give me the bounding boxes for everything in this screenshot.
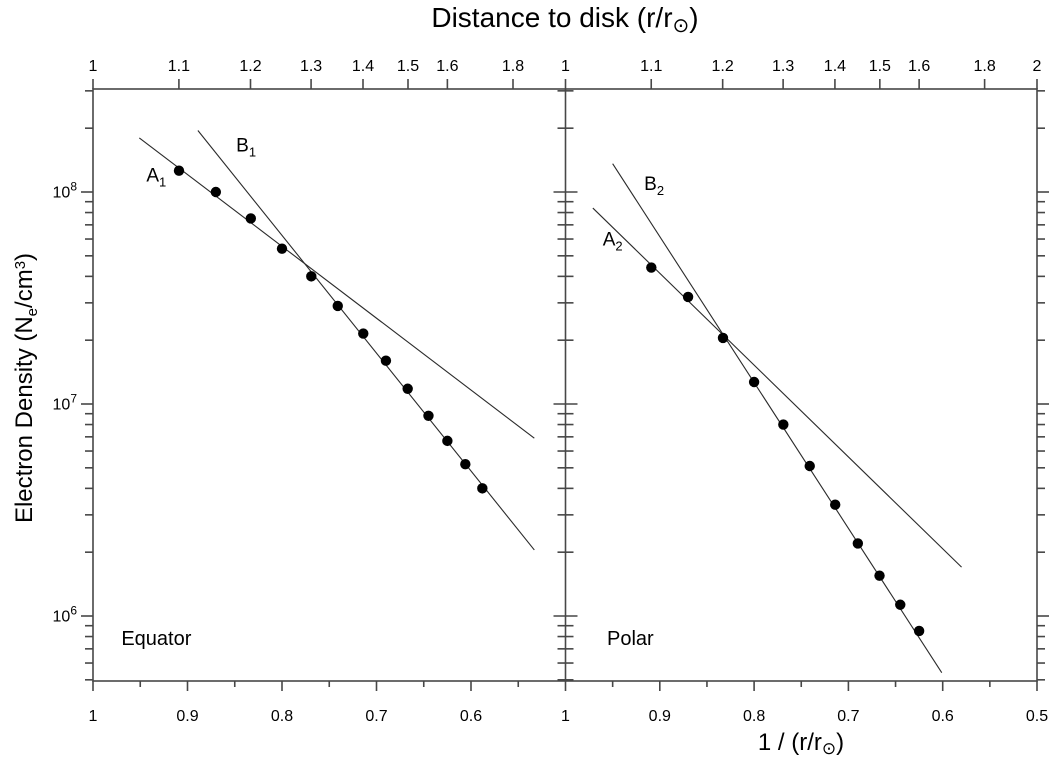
fit-line-B1 xyxy=(197,130,535,551)
data-point-equator xyxy=(442,435,453,447)
top-tick-label: 1.2 xyxy=(712,58,734,75)
data-point-equator xyxy=(276,243,288,254)
x-tick-label: 0.6 xyxy=(932,708,954,725)
data-point-polar xyxy=(646,262,657,273)
sun-symbol-icon: ⊙ xyxy=(672,15,690,37)
data-point-polar xyxy=(717,332,729,344)
panel-label-equator: Equator xyxy=(121,628,191,650)
x-tick-label: 0.5 xyxy=(1026,708,1048,725)
x-tick-label: 0.9 xyxy=(176,708,198,725)
x-tick-label: 1 xyxy=(561,708,570,725)
y-tick-label: 108 xyxy=(53,180,78,202)
x-tick-label: 0.7 xyxy=(837,708,859,725)
data-point-equator xyxy=(402,383,413,394)
data-point-equator xyxy=(332,300,343,312)
top-tick-label: 1.8 xyxy=(973,58,995,75)
data-point-polar xyxy=(748,376,760,388)
fit-line-A2 xyxy=(592,207,962,568)
top-tick-label: 1.4 xyxy=(352,58,374,75)
data-point-polar xyxy=(874,570,885,581)
y-axis-label-close: ) xyxy=(11,252,38,261)
y-axis-label-sub: e xyxy=(24,307,41,317)
fit-line-B2 xyxy=(612,163,943,674)
top-tick-label: 1.4 xyxy=(824,58,846,75)
x-tick-label: 1 xyxy=(89,708,98,725)
data-point-polar xyxy=(804,460,815,472)
top-tick-label: 1.6 xyxy=(436,58,458,75)
data-point-equator xyxy=(358,328,369,339)
data-point-equator xyxy=(477,483,488,494)
top-tick-label: 1 xyxy=(561,58,570,75)
line-label-A1: A1 xyxy=(146,166,166,190)
top-axis-title-text: Distance to disk (r/r xyxy=(431,2,673,33)
x-tick-label: 0.9 xyxy=(649,708,671,725)
top-tick-label: 1.8 xyxy=(502,58,524,75)
data-point-equator xyxy=(245,213,257,224)
y-axis-label-sup: 3 xyxy=(12,260,29,270)
panel-label-polar: Polar xyxy=(607,628,654,650)
data-point-equator xyxy=(423,410,434,421)
top-axis-title: Distance to disk (r/r⊙) xyxy=(93,2,1037,38)
top-tick-label: 1 xyxy=(89,58,98,75)
top-tick-label: 2 xyxy=(1033,58,1042,75)
data-point-polar xyxy=(913,625,925,637)
x-axis-label-close: ) xyxy=(836,729,845,756)
data-point-equator xyxy=(380,355,392,366)
line-label-B2: B2 xyxy=(644,174,664,198)
y-axis-label-text: Electron Density (N xyxy=(11,316,38,524)
top-tick-label: 1.2 xyxy=(239,58,261,75)
y-tick-label: 106 xyxy=(53,604,78,626)
y-tick-label: 107 xyxy=(53,392,78,414)
top-tick-label: 1.5 xyxy=(397,58,419,75)
data-point-equator xyxy=(210,186,222,198)
sun-symbol-icon: ⊙ xyxy=(821,739,837,758)
data-point-polar xyxy=(682,291,694,303)
fit-line-A1 xyxy=(138,137,535,439)
y-axis-label: Electron Density (Ne/cm3) xyxy=(11,253,41,523)
x-tick-label: 0.7 xyxy=(365,708,387,725)
top-tick-label: 1.1 xyxy=(640,58,662,75)
line-label-A2: A2 xyxy=(603,229,623,253)
top-tick-label: 1.3 xyxy=(300,58,322,75)
data-point-equator xyxy=(173,165,185,176)
x-tick-label: 0.8 xyxy=(271,708,293,725)
data-point-polar xyxy=(852,538,864,549)
top-tick-label: 1.1 xyxy=(168,58,190,75)
y-axis-label-mid: /cm xyxy=(11,269,38,308)
data-point-polar xyxy=(895,599,906,610)
x-axis-label-text: 1 / (r/r xyxy=(757,729,822,756)
top-tick-label: 1.5 xyxy=(869,58,891,75)
x-tick-label: 0.6 xyxy=(460,708,482,725)
data-point-equator xyxy=(306,271,317,282)
line-label-B1: B1 xyxy=(236,136,256,160)
x-axis-label: 1 / (r/r⊙) xyxy=(565,729,1037,759)
top-tick-label: 1.3 xyxy=(772,58,794,75)
data-point-polar xyxy=(778,419,789,430)
data-point-polar xyxy=(829,499,841,510)
top-tick-label: 1.6 xyxy=(908,58,930,75)
data-point-equator xyxy=(460,459,471,470)
x-tick-label: 0.8 xyxy=(743,708,765,725)
top-axis-title-close: ) xyxy=(689,2,699,33)
